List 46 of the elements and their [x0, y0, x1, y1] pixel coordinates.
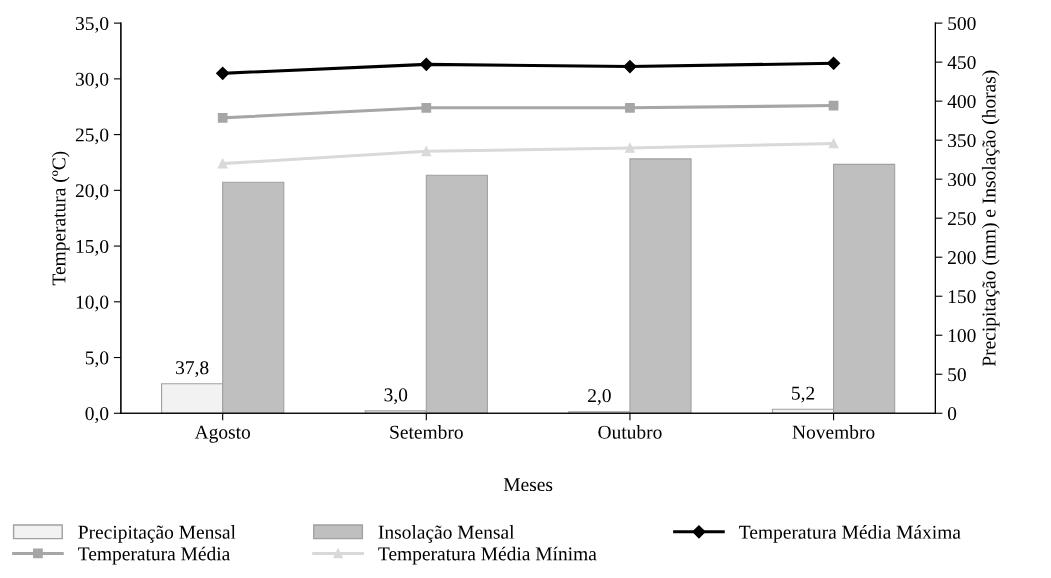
x-tick-label: Setembro [390, 425, 463, 439]
y2-tick-label: 350 [948, 133, 976, 148]
legend-label: Temperatura Média Máxima [739, 525, 961, 543]
x-axis-title: Meses [503, 478, 553, 492]
y2-tick-label: 100 [948, 329, 976, 343]
legend-label: Temperatura Média Mínima [378, 546, 597, 565]
point [623, 60, 637, 74]
y2-axis-title: Precipitação (mm) e Insolação (horas) [981, 70, 1000, 367]
data-label: 5,2 [792, 386, 815, 403]
y2-tick-label: 200 [948, 251, 976, 265]
x-tick-label: Outubro [598, 425, 662, 439]
y-tick-label: 0,0 [85, 407, 109, 424]
x-tick-label: Agosto [194, 425, 251, 443]
y2-tick-label: 400 [947, 94, 976, 109]
legend-label: Temperatura Média [78, 546, 231, 565]
point [216, 66, 230, 80]
y-tick-label: 30,0 [75, 72, 109, 89]
y2-tick-label: 150 [948, 290, 976, 304]
y2-tick-label: 500 [948, 16, 976, 31]
y2-tick-label: 50 [948, 368, 966, 382]
y2-tick-label: 0 [947, 407, 957, 421]
y-tick-label: 10,0 [76, 295, 109, 312]
x-tick-label: Novembro [792, 425, 875, 439]
y-tick-label: 15,0 [76, 239, 109, 256]
point [828, 138, 839, 149]
y-tick-label: 20,0 [75, 184, 109, 201]
point [421, 102, 432, 113]
y2-tick-label: 450 [947, 55, 976, 70]
point [419, 57, 433, 71]
y2-tick-label: 300 [948, 173, 976, 187]
point [625, 102, 635, 113]
data-label: 37,8 [176, 361, 209, 378]
point [826, 56, 841, 70]
point [625, 143, 635, 153]
legend-label: Precipitação Mensal [78, 525, 236, 543]
point [217, 113, 228, 123]
point [421, 146, 432, 157]
y-tick-label: 35,0 [75, 16, 109, 33]
data-label: 3,0 [384, 388, 408, 405]
y-tick-label: 25,0 [75, 128, 109, 145]
legend-label: Insolação Mensal [378, 525, 515, 543]
y2-tick-label: 250 [948, 212, 976, 226]
point [217, 158, 228, 169]
data-label: 2,0 [588, 389, 611, 405]
y-tick-label: 5,0 [85, 351, 109, 368]
y-axis-title: Temperatura (ºC) [51, 151, 70, 286]
